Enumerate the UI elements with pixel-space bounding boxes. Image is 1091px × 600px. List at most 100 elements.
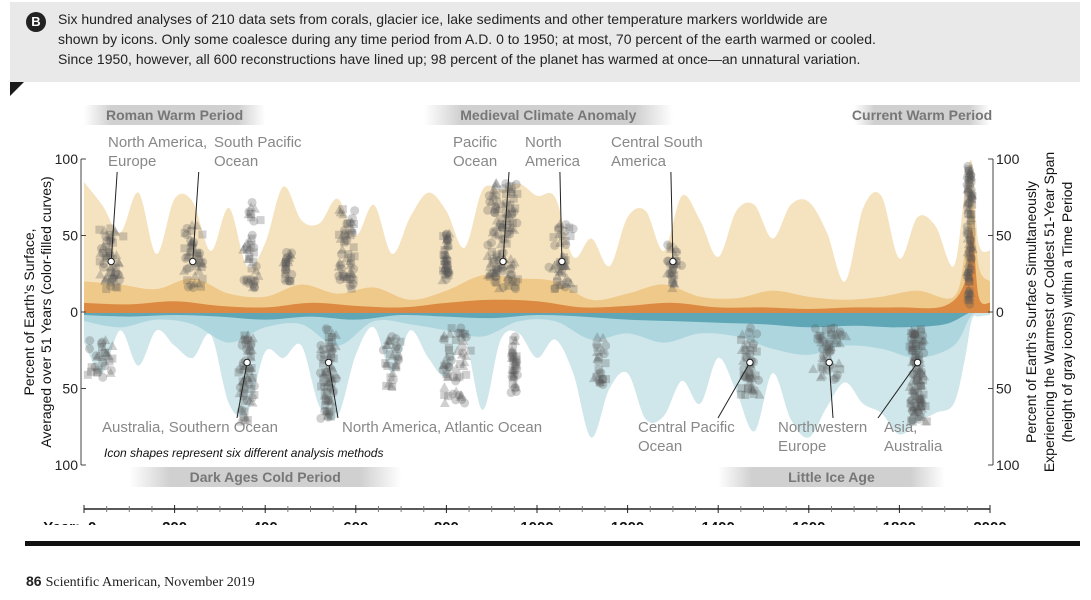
analysis-icon-square bbox=[504, 281, 513, 290]
analysis-icon-square bbox=[508, 366, 517, 375]
analysis-icon-circle bbox=[334, 271, 344, 281]
analysis-icon-circle bbox=[821, 341, 831, 351]
analysis-icon-triangle bbox=[554, 237, 565, 247]
analysis-icon-square bbox=[751, 371, 760, 380]
x-axis-tick-label: 1600 bbox=[792, 519, 825, 525]
analysis-icon-square bbox=[490, 268, 499, 277]
analysis-icon-square bbox=[509, 336, 518, 345]
analysis-icon-triangle bbox=[484, 261, 495, 271]
analysis-icon-square bbox=[908, 417, 917, 426]
analysis-icon-square bbox=[669, 262, 678, 271]
analysis-icon-square bbox=[965, 169, 974, 178]
analysis-icon-triangle bbox=[963, 291, 974, 301]
analysis-icon-triangle bbox=[916, 397, 927, 407]
x-axis-tick-label: 800 bbox=[434, 519, 459, 525]
analysis-icon-circle bbox=[287, 248, 297, 258]
analysis-icon-circle bbox=[907, 401, 917, 411]
analysis-icon-triangle bbox=[491, 222, 502, 232]
analysis-icon-triangle bbox=[506, 223, 517, 233]
analysis-icon-circle bbox=[456, 323, 466, 333]
analysis-icon-circle bbox=[460, 398, 470, 408]
annotation-marker bbox=[825, 358, 833, 367]
analysis-icon-square bbox=[492, 278, 501, 287]
analysis-icon-circle bbox=[966, 170, 976, 180]
analysis-icon-circle bbox=[319, 382, 329, 392]
analysis-icon-square bbox=[443, 234, 452, 243]
analysis-icon-square bbox=[817, 363, 826, 372]
analysis-icon-triangle bbox=[909, 407, 920, 417]
analysis-icon-square bbox=[240, 385, 249, 394]
analysis-icon-square bbox=[444, 343, 453, 352]
analysis-icon-triangle bbox=[509, 257, 520, 267]
analysis-icon-circle bbox=[440, 265, 450, 275]
analysis-icon-circle bbox=[96, 339, 106, 349]
analysis-icon-triangle bbox=[246, 372, 257, 382]
analysis-icon-circle bbox=[284, 276, 294, 286]
analysis-icon-triangle bbox=[829, 330, 840, 340]
analysis-icon-triangle bbox=[106, 262, 117, 272]
analysis-icon-circle bbox=[557, 280, 567, 290]
analysis-icon-circle bbox=[91, 351, 101, 361]
analysis-icon-circle bbox=[914, 414, 924, 424]
analysis-icon-square bbox=[386, 337, 395, 346]
analysis-icon-square bbox=[242, 277, 251, 286]
analysis-icon-square bbox=[107, 267, 116, 276]
analysis-icon-triangle bbox=[93, 349, 104, 359]
page-number: 86 bbox=[26, 573, 42, 589]
annotation-label: Ocean bbox=[214, 153, 258, 170]
x-axis-tick-label: 1200 bbox=[611, 519, 644, 525]
analysis-icon-triangle bbox=[323, 351, 334, 361]
analysis-icon-square bbox=[439, 232, 448, 241]
analysis-icon-triangle bbox=[107, 340, 118, 350]
analysis-icon-circle bbox=[916, 341, 926, 351]
analysis-icon-square bbox=[105, 245, 114, 254]
analysis-icon-square bbox=[198, 230, 207, 239]
analysis-icon-triangle bbox=[242, 244, 253, 254]
analysis-icon-circle bbox=[345, 281, 355, 291]
analysis-icon-circle bbox=[550, 283, 560, 293]
analysis-icon-circle bbox=[181, 253, 191, 263]
analysis-icon-triangle bbox=[907, 385, 918, 395]
analysis-icon-square bbox=[183, 253, 192, 262]
annotation-leader bbox=[192, 171, 200, 262]
analysis-icon-circle bbox=[560, 282, 570, 292]
analysis-icon-circle bbox=[98, 262, 108, 272]
analysis-icon-square bbox=[965, 277, 974, 286]
analysis-icon-circle bbox=[818, 351, 828, 361]
analysis-icon-circle bbox=[745, 349, 755, 359]
analysis-icon-triangle bbox=[326, 397, 337, 407]
analysis-icon-triangle bbox=[439, 249, 450, 259]
analysis-icon-square bbox=[282, 258, 291, 267]
analysis-icon-triangle bbox=[100, 274, 111, 284]
analysis-icon-circle bbox=[814, 331, 824, 341]
analysis-icon-circle bbox=[96, 244, 106, 254]
left-axis-tick-label: 100 bbox=[55, 457, 79, 473]
analysis-icon-triangle bbox=[502, 272, 513, 282]
annotation-label: Northwestern bbox=[778, 419, 867, 436]
analysis-icon-square bbox=[495, 255, 504, 264]
analysis-icon-circle bbox=[913, 344, 923, 354]
analysis-icon-square bbox=[498, 223, 507, 232]
analysis-icon-square bbox=[447, 324, 456, 333]
analysis-icon-square bbox=[193, 250, 202, 259]
analysis-icon-circle bbox=[85, 336, 95, 346]
analysis-icon-triangle bbox=[907, 343, 918, 353]
analysis-icon-triangle bbox=[507, 276, 518, 286]
analysis-icon-triangle bbox=[438, 359, 449, 369]
analysis-icon-circle bbox=[182, 223, 192, 233]
analysis-icon-triangle bbox=[244, 396, 255, 406]
analysis-icon-triangle bbox=[667, 283, 678, 293]
analysis-icon-triangle bbox=[482, 250, 493, 260]
analysis-icon-triangle bbox=[333, 261, 344, 271]
analysis-icon-circle bbox=[913, 334, 923, 344]
x-axis-tick-label: 1400 bbox=[702, 519, 735, 525]
analysis-icon-triangle bbox=[97, 351, 108, 361]
analysis-icon-square bbox=[964, 198, 973, 207]
period-label: Little Ice Age bbox=[788, 469, 875, 485]
panel-caption: Six hundred analyses of 210 data sets fr… bbox=[58, 9, 1078, 69]
analysis-icon-circle bbox=[967, 254, 977, 264]
analysis-icon-triangle bbox=[328, 403, 339, 413]
analysis-icon-square bbox=[383, 362, 392, 371]
analysis-icon-circle bbox=[438, 365, 448, 375]
analysis-icon-square bbox=[242, 339, 251, 348]
